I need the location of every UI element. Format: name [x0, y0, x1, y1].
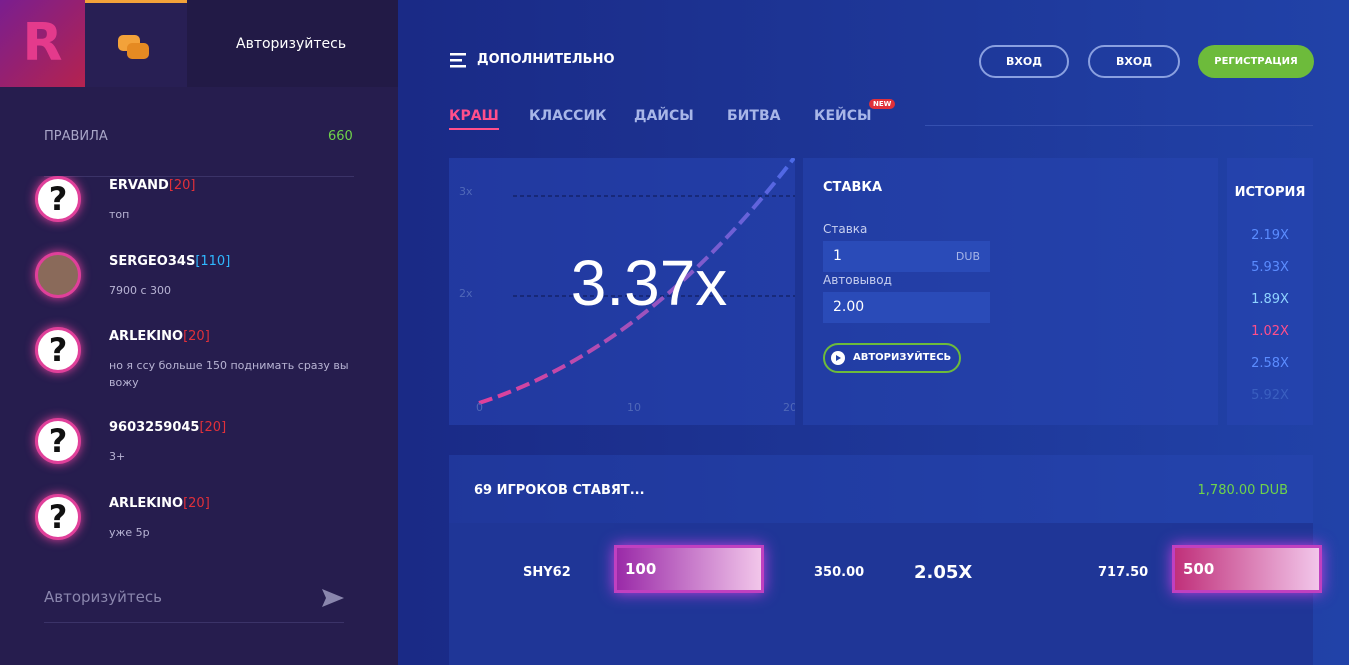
- y-label: 3x: [459, 185, 473, 198]
- avatar: ?: [35, 327, 81, 373]
- avatar: ?: [35, 494, 81, 540]
- avatar: [35, 252, 81, 298]
- history-item[interactable]: 2.58X: [1251, 356, 1289, 371]
- login-button[interactable]: ВХОД: [1088, 45, 1180, 78]
- divider: [44, 622, 344, 623]
- level: [20]: [183, 496, 210, 511]
- avatar: ?: [35, 176, 81, 222]
- auth-button[interactable]: АВТОРИЗУЙТЕСЬ: [823, 343, 961, 373]
- chat-list: ? ERVAND[20] топ SERGEO34S[110] 7900 с 300? A…: [0, 176, 398, 571]
- message: 3+: [109, 450, 126, 463]
- menu[interactable]: ДОПОЛНИТЕЛЬНО: [477, 52, 615, 67]
- tabs-line: [925, 125, 1313, 126]
- bet-title: СТАВКА: [823, 180, 883, 195]
- level: [20]: [183, 329, 210, 344]
- banknote: 500: [1172, 545, 1322, 593]
- chat-input[interactable]: Авторизуйтесь: [44, 588, 162, 606]
- username[interactable]: 9603259045[20]: [109, 420, 227, 435]
- tab[interactable]: КЛАССИК: [529, 108, 607, 124]
- level: [110]: [195, 254, 231, 269]
- auth-button-text: АВТОРИЗУЙТЕСЬ: [853, 352, 952, 363]
- players-panel: 69 ИГРОКОВ СТАВЯТ... 1,780.00 DUB SHY62 1…: [449, 455, 1322, 665]
- currency: DUB: [955, 250, 980, 263]
- history-item[interactable]: 1.89X: [1251, 292, 1289, 307]
- history-item[interactable]: 2.19X: [1251, 228, 1289, 243]
- level: [20]: [199, 420, 227, 435]
- message: 7900 с 300: [109, 284, 172, 297]
- menu-icon[interactable]: [450, 52, 468, 68]
- logo[interactable]: R: [0, 0, 85, 87]
- graph: [478, 158, 795, 405]
- y-label: 2x: [459, 287, 473, 300]
- tab[interactable]: ДАЙСЫ: [634, 108, 694, 124]
- players-title: 69 ИГРОКОВ СТАВЯТ...: [474, 483, 645, 498]
- players-rows: [449, 523, 1313, 665]
- username[interactable]: ARLEKINO[20]: [109, 496, 210, 511]
- register-button[interactable]: РЕГИСТРАЦИЯ: [1198, 45, 1314, 78]
- graph-panel: 3x 2x 0 10 20 3.37x: [449, 158, 795, 425]
- tab[interactable]: БИТВА: [727, 108, 781, 124]
- history-panel: ИСТОРИЯ 2.19X 5.93X 1.89X 1.02X 2.58X 5.92X: [1227, 158, 1313, 425]
- message: но я ссу больше 150 поднимать сразу вы в…: [109, 359, 349, 389]
- username[interactable]: SERGEO34S[110]: [109, 254, 231, 269]
- stake-label: Ставка: [823, 222, 868, 236]
- auto-label: Автовывод: [823, 273, 892, 287]
- history-item[interactable]: 5.92X: [1251, 388, 1289, 403]
- history-item[interactable]: 1.02X: [1251, 324, 1289, 339]
- auth-link[interactable]: Авторизуйтесь: [236, 36, 347, 52]
- username[interactable]: ERVAND[20]: [109, 178, 196, 193]
- message: уже 5р: [109, 526, 150, 539]
- auto-input[interactable]: 2.00: [823, 292, 990, 323]
- bet-amount: 350.00: [814, 565, 865, 580]
- play-icon: [831, 351, 845, 365]
- tabs: КРАШ КЛАССИК ДАЙСЫ БИТВА КЕЙСЫ NEW: [449, 99, 1313, 130]
- new-badge: NEW: [869, 99, 896, 109]
- chat-tab[interactable]: [85, 0, 187, 87]
- win-amount: 717.50: [1098, 565, 1149, 580]
- x-label: 10: [627, 401, 641, 414]
- divider: [44, 176, 354, 177]
- vk-login-button[interactable]: ВХОД: [979, 45, 1069, 78]
- history-title: ИСТОРИЯ: [1234, 185, 1306, 200]
- avatar: ?: [35, 418, 81, 464]
- multiplier: 3.37x: [570, 247, 728, 319]
- level: [20]: [168, 178, 196, 193]
- banknote: 100: [614, 545, 764, 593]
- tab[interactable]: КРАШ: [449, 108, 499, 130]
- chat-icon: [118, 35, 149, 59]
- tab[interactable]: КЕЙСЫ: [814, 108, 872, 124]
- username[interactable]: ARLEKINO[20]: [109, 329, 210, 344]
- players-total: 1,780.00 DUB: [1197, 483, 1288, 498]
- bet-panel: СТАВКА Ставка 1 DUB Автовывод 2.00 АВТОР…: [803, 158, 1218, 425]
- stake-value: 1: [833, 248, 842, 264]
- history-item[interactable]: 5.93X: [1251, 260, 1289, 275]
- online-count: 660: [328, 129, 353, 144]
- rules-link[interactable]: ПРАВИЛА: [44, 129, 108, 144]
- player-multiplier: 2.05X: [914, 562, 973, 583]
- message: топ: [109, 208, 130, 221]
- stake-input[interactable]: 1 DUB: [823, 241, 990, 272]
- send-button[interactable]: [320, 587, 346, 609]
- auto-value: 2.00: [833, 299, 865, 315]
- x-label: 0: [476, 401, 483, 414]
- x-label: 20: [783, 401, 795, 414]
- player-name[interactable]: SHY62: [523, 565, 571, 580]
